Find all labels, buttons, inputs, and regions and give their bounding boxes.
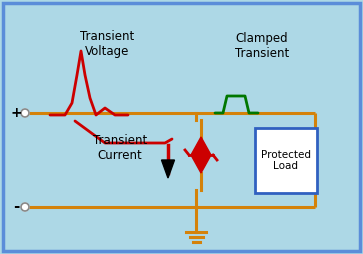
Polygon shape: [162, 160, 175, 178]
Circle shape: [21, 203, 29, 211]
Polygon shape: [191, 155, 211, 173]
Circle shape: [21, 109, 29, 117]
Text: Transient
Current: Transient Current: [93, 134, 147, 162]
Text: Transient
Voltage: Transient Voltage: [80, 30, 134, 58]
Text: Protected
Load: Protected Load: [261, 150, 311, 171]
Bar: [255, 128, 317, 193]
Polygon shape: [191, 137, 211, 155]
Text: Clamped
Transient: Clamped Transient: [235, 32, 289, 60]
Text: -: -: [13, 199, 19, 214]
Text: +: +: [10, 106, 22, 120]
